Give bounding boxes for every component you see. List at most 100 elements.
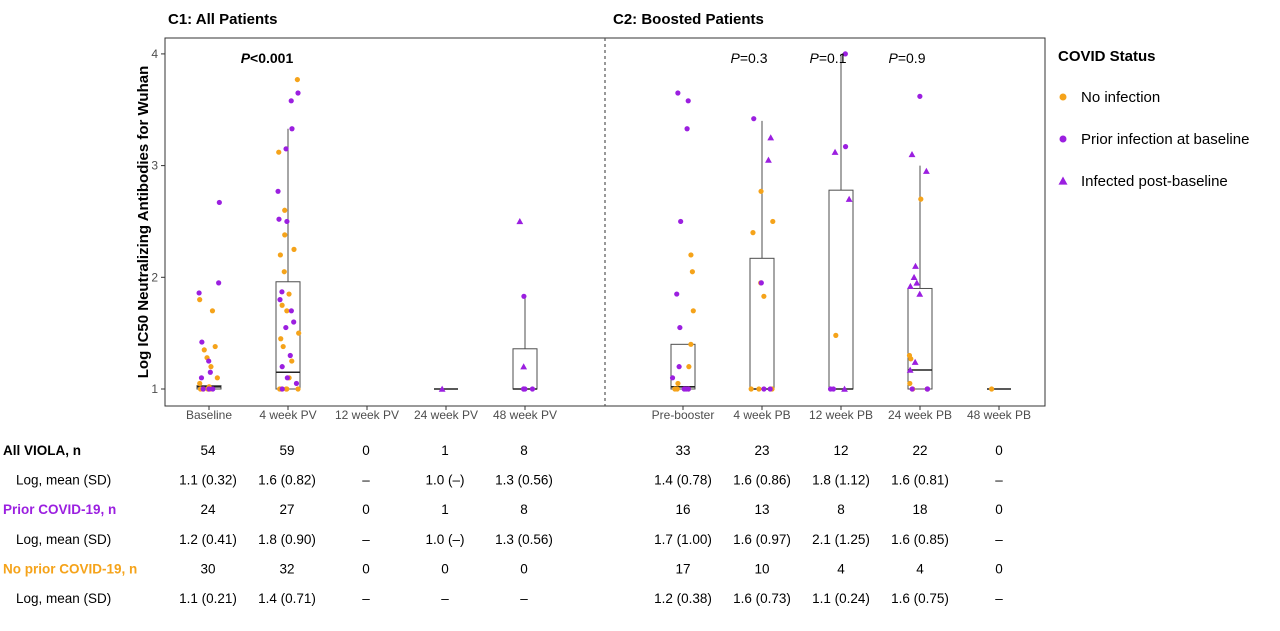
point-no-infection	[289, 358, 295, 364]
table-cell: 1.1 (0.21)	[179, 591, 237, 606]
legend: COVID Status No infection Prior infection…	[1058, 48, 1249, 190]
point-infected-post-baseline	[910, 273, 918, 281]
table-cell: 1.4 (0.78)	[654, 473, 712, 488]
table-cell: 16	[675, 502, 690, 517]
point-no-infection	[748, 386, 754, 392]
legend-entry-label: Prior infection at baseline	[1081, 131, 1249, 148]
table-cell: 8	[837, 502, 845, 517]
point-infected-post-baseline	[765, 156, 772, 163]
boxplot	[275, 128, 301, 390]
table-cell: 18	[912, 502, 927, 517]
y-tick-label: 3	[151, 159, 158, 173]
point-prior-infection	[288, 98, 294, 104]
point-no-infection	[672, 386, 678, 392]
point-prior-infection	[216, 199, 222, 206]
point-prior-infection	[200, 386, 206, 392]
point-infected-post-baseline	[916, 290, 924, 297]
table-cell: 1.6 (0.73)	[733, 591, 791, 606]
point-infected-post-baseline	[520, 363, 528, 370]
point-no-infection	[686, 364, 692, 370]
table-cell: 0	[995, 502, 1003, 517]
panel-title-c2: C2: Boosted Patients	[613, 11, 764, 28]
point-no-infection	[989, 386, 995, 392]
point-prior-infection	[210, 386, 216, 392]
point-infected-post-baseline	[922, 167, 930, 174]
panel-title-c1: C1: All Patients	[168, 11, 277, 28]
legend-entry-label: No infection	[1081, 89, 1160, 106]
x-tick-label: 12 week PB	[809, 408, 873, 422]
point-prior-infection	[677, 324, 683, 331]
point-prior-infection	[842, 144, 849, 150]
boxplot	[512, 296, 538, 390]
table-cell: 12	[833, 443, 848, 458]
y-ticks: 1 2 3 4	[151, 47, 165, 396]
point-prior-infection	[676, 364, 682, 370]
point-no-infection	[201, 347, 207, 353]
point-no-infection	[833, 332, 839, 338]
point-prior-infection	[684, 126, 690, 132]
point-prior-infection	[924, 386, 931, 392]
table-cell: 1.4 (0.71)	[258, 591, 316, 606]
point-prior-infection	[283, 324, 289, 331]
table-cell: 33	[675, 443, 690, 458]
point-prior-infection	[678, 218, 684, 225]
legend-entry-label: Infected post-baseline	[1081, 173, 1228, 190]
table-cell: 1	[441, 502, 449, 517]
table-cell: 13	[754, 502, 769, 517]
point-infected-post-baseline	[907, 282, 914, 289]
legend-marker	[1059, 135, 1067, 143]
x-tick-label: 24 week PB	[888, 408, 952, 422]
table-cell: 1.2 (0.38)	[654, 591, 712, 606]
point-prior-infection	[675, 90, 681, 96]
y-tick-label: 4	[151, 47, 158, 61]
point-prior-infection	[198, 375, 205, 381]
point-no-infection	[209, 308, 216, 314]
table-cell: 1.6 (0.97)	[733, 532, 791, 547]
point-prior-infection	[279, 386, 285, 392]
point-prior-infection	[283, 146, 289, 152]
p-value-label: P=0.1	[810, 50, 847, 66]
point-no-infection	[296, 330, 302, 336]
point-no-infection	[212, 343, 218, 350]
table-cell: 1.3 (0.56)	[495, 532, 553, 547]
box	[828, 189, 854, 390]
table-cell: –	[362, 473, 370, 488]
point-no-infection	[277, 252, 283, 258]
table-cell: 1.6 (0.85)	[891, 532, 949, 547]
point-no-infection	[761, 293, 767, 299]
box	[907, 287, 933, 390]
point-no-infection	[284, 308, 290, 314]
point-prior-infection	[199, 339, 205, 345]
point-prior-infection	[216, 280, 222, 286]
point-prior-infection	[669, 375, 676, 381]
p-values: P<0.001 P=0.3 P=0.1 P=0.9	[241, 50, 926, 66]
table-cell: 1.6 (0.75)	[891, 591, 949, 606]
point-infected-post-baseline	[908, 151, 916, 158]
point-prior-infection	[276, 216, 282, 222]
table-cell: 17	[675, 561, 690, 576]
point-no-infection	[214, 375, 220, 381]
boxplot	[828, 53, 854, 390]
point-prior-infection	[767, 386, 773, 392]
x-tick-label: 12 week PV	[335, 408, 399, 422]
table-cell: –	[995, 473, 1003, 488]
table-cell: 0	[520, 561, 528, 576]
point-prior-infection	[521, 293, 527, 299]
point-prior-infection	[917, 93, 923, 99]
table-cell: 4	[916, 561, 924, 576]
table-cell: –	[995, 532, 1003, 547]
point-no-infection	[276, 149, 282, 155]
point-no-infection	[294, 76, 300, 83]
point-prior-infection	[842, 51, 848, 57]
table-cell: 27	[279, 502, 294, 517]
point-prior-infection	[685, 98, 691, 104]
point-prior-infection	[529, 386, 536, 392]
table-row-label: No prior COVID-19, n	[3, 561, 137, 576]
point-prior-infection	[287, 352, 293, 359]
table-cell: 1.6 (0.82)	[258, 473, 316, 488]
point-prior-infection	[275, 188, 281, 194]
table-row-label: Log, mean (SD)	[16, 532, 111, 547]
point-prior-infection	[206, 386, 212, 392]
